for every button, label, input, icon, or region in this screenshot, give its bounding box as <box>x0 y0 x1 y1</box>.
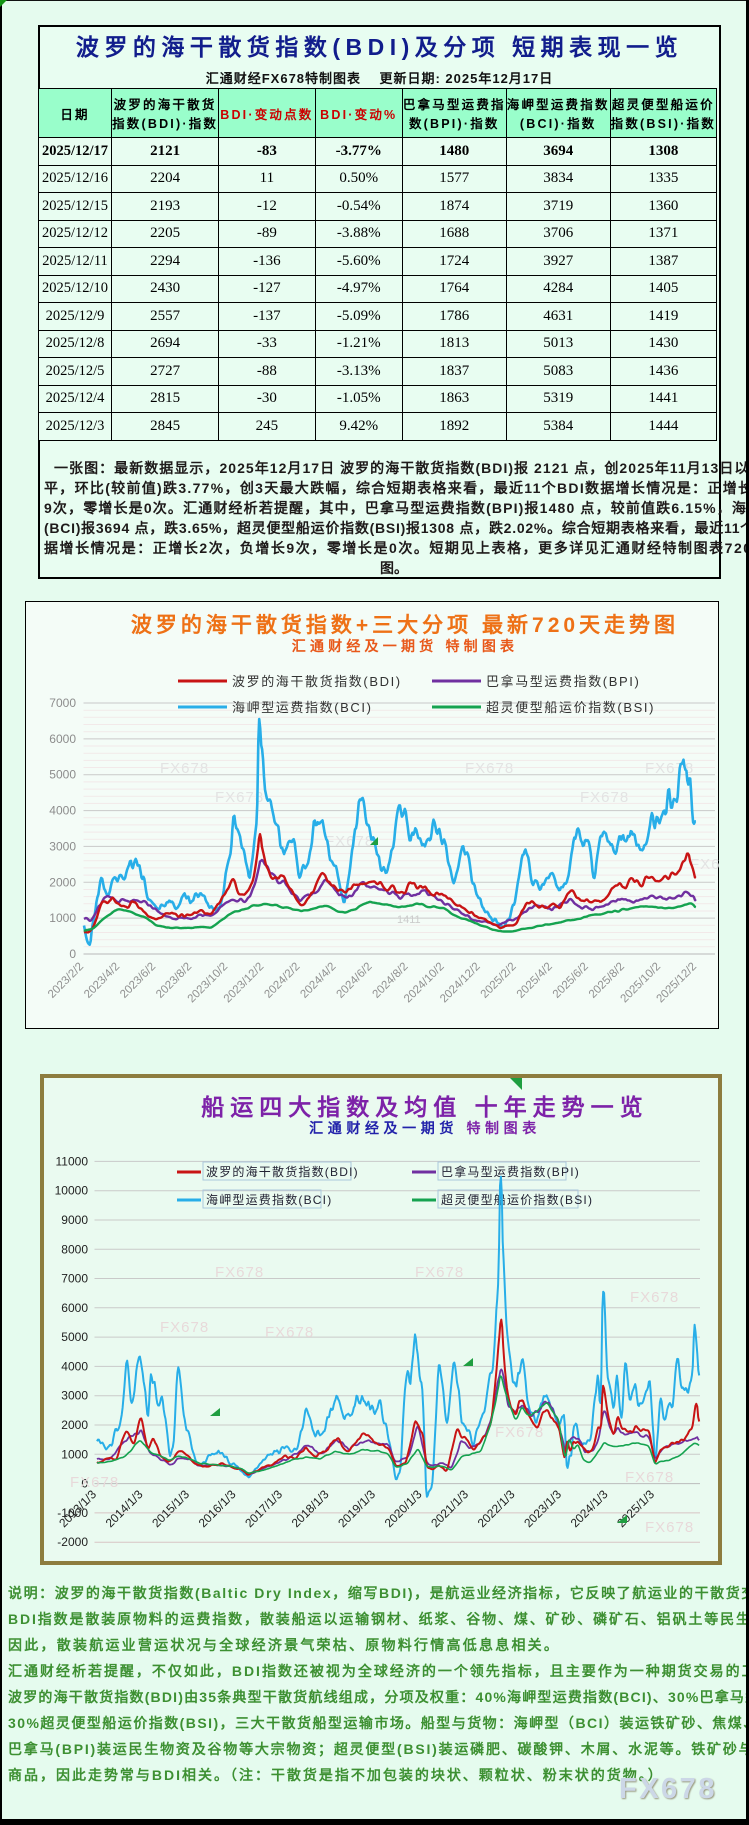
svg-text:4000: 4000 <box>49 804 76 818</box>
svg-text:汇通财经及一期货 特制图表: 汇通财经及一期货 特制图表 <box>292 638 519 654</box>
svg-text:2000: 2000 <box>49 875 76 889</box>
svg-text:超灵便型船运价指数(BSI): 超灵便型船运价指数(BSI) <box>441 1192 593 1207</box>
svg-text:2000: 2000 <box>61 1418 88 1432</box>
svg-text:FX678: FX678 <box>70 1474 119 1491</box>
svg-text:FX678: FX678 <box>690 856 719 873</box>
svg-text:6000: 6000 <box>49 732 76 746</box>
svg-text:1411: 1411 <box>397 914 421 926</box>
svg-text:9000: 9000 <box>61 1213 88 1227</box>
svg-text:FX678: FX678 <box>495 1424 544 1441</box>
svg-text:FX678: FX678 <box>580 789 629 806</box>
svg-text:6000: 6000 <box>61 1301 88 1315</box>
svg-text:海岬型运费指数(BCI): 海岬型运费指数(BCI) <box>206 1192 332 1207</box>
svg-text:FX678: FX678 <box>265 1324 314 1341</box>
svg-text:0: 0 <box>81 1477 88 1491</box>
svg-text:7000: 7000 <box>49 696 76 710</box>
svg-text:7000: 7000 <box>61 1272 88 1286</box>
svg-text:FX678: FX678 <box>160 760 209 777</box>
svg-text:船运四大指数及均值 十年走势一览: 船运四大指数及均值 十年走势一览 <box>201 1094 648 1120</box>
svg-text:FX678: FX678 <box>160 1319 209 1336</box>
svg-text:0: 0 <box>69 947 76 961</box>
svg-text:FX678: FX678 <box>215 1264 264 1281</box>
svg-text:超灵便型船运价指数(BSI): 超灵便型船运价指数(BSI) <box>486 700 655 715</box>
svg-text:3000: 3000 <box>49 839 76 853</box>
svg-text:FX678: FX678 <box>415 1264 464 1281</box>
svg-text:FX678: FX678 <box>325 833 374 850</box>
svg-text:5000: 5000 <box>61 1330 88 1344</box>
svg-text:汇通财经及一期货 特制图表: 汇通财经及一期货 特制图表 <box>309 1120 541 1136</box>
svg-text:5000: 5000 <box>49 768 76 782</box>
svg-text:FX678: FX678 <box>215 789 264 806</box>
svg-text:1000: 1000 <box>49 911 76 925</box>
svg-text:1000: 1000 <box>61 1447 88 1461</box>
svg-text:巴拿马型运费指数(BPI): 巴拿马型运费指数(BPI) <box>441 1164 580 1179</box>
svg-text:8000: 8000 <box>61 1242 88 1256</box>
svg-text:FX678: FX678 <box>465 760 514 777</box>
svg-text:巴拿马型运费指数(BPI): 巴拿马型运费指数(BPI) <box>486 674 640 689</box>
svg-text:波罗的海干散货指数(BDI): 波罗的海干散货指数(BDI) <box>232 674 402 689</box>
svg-text:波罗的海干散货指数(BDI): 波罗的海干散货指数(BDI) <box>206 1164 359 1179</box>
svg-text:-2000: -2000 <box>57 1535 88 1549</box>
svg-text:FX678: FX678 <box>625 1469 674 1486</box>
svg-text:FX678: FX678 <box>645 1519 694 1536</box>
svg-text:3000: 3000 <box>61 1389 88 1403</box>
svg-text:海岬型运费指数(BCI): 海岬型运费指数(BCI) <box>232 700 373 715</box>
svg-text:FX678: FX678 <box>630 1289 679 1306</box>
svg-text:11000: 11000 <box>56 1154 89 1168</box>
svg-text:10000: 10000 <box>55 1184 89 1198</box>
svg-text:-1000: -1000 <box>57 1506 88 1520</box>
svg-text:4000: 4000 <box>61 1359 88 1373</box>
svg-text:波罗的海干散货指数+三大分项 最新720天走势图: 波罗的海干散货指数+三大分项 最新720天走势图 <box>131 613 679 637</box>
